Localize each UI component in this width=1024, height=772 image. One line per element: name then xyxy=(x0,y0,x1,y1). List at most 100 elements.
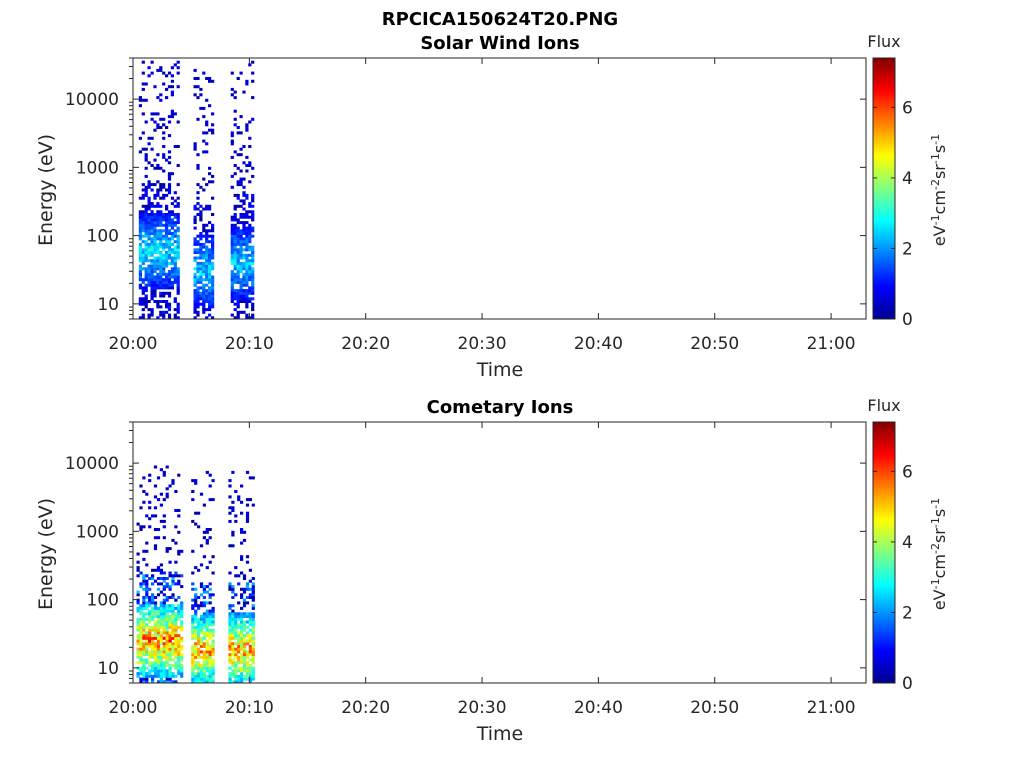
heatmap-cell xyxy=(142,623,146,627)
heatmap-cell xyxy=(208,636,212,640)
heatmap-cell xyxy=(151,582,155,586)
heatmap-cell xyxy=(239,261,243,265)
heatmap-cell xyxy=(165,226,169,230)
heatmap-cell xyxy=(138,300,142,303)
heatmap-cell xyxy=(196,183,200,187)
heatmap-cell xyxy=(202,623,206,627)
heatmap-cell xyxy=(211,123,215,127)
heatmap-cell xyxy=(211,278,215,282)
heatmap-cell xyxy=(230,232,234,235)
heatmap-cell xyxy=(162,628,166,632)
heatmap-cell xyxy=(237,677,241,681)
heatmap-cell xyxy=(228,647,232,651)
heatmap-cell xyxy=(202,234,206,238)
heatmap-cell xyxy=(176,145,180,148)
heatmap-cell xyxy=(242,267,246,271)
heatmap-cell xyxy=(231,623,235,627)
heatmap-cell xyxy=(194,625,198,629)
heatmap-cell xyxy=(150,112,154,116)
heatmap-cell xyxy=(202,291,206,295)
heatmap-cell xyxy=(165,278,169,282)
heatmap-cell xyxy=(230,139,234,143)
heatmap-cell xyxy=(236,77,240,80)
heatmap-cell xyxy=(191,680,195,684)
heatmap-cell xyxy=(228,620,232,624)
heatmap-cell xyxy=(208,251,212,254)
heatmap-cell xyxy=(230,289,234,293)
heatmap-cell xyxy=(245,642,250,646)
heatmap-cell xyxy=(145,579,149,583)
heatmap-cell xyxy=(230,283,234,287)
heatmap-cell xyxy=(197,674,201,678)
heatmap-cell xyxy=(165,259,169,263)
heatmap-cell xyxy=(251,193,255,197)
heatmap-cell xyxy=(168,625,172,629)
x-tick-label: 20:20 xyxy=(341,698,390,718)
heatmap-cell xyxy=(173,256,177,260)
heatmap-cell xyxy=(211,264,215,268)
heatmap-cell xyxy=(205,308,209,312)
heatmap-cell xyxy=(165,628,169,632)
heatmap-cell xyxy=(194,604,198,608)
heatmap-cell xyxy=(208,300,212,303)
heatmap-cell xyxy=(230,256,234,260)
heatmap-cell xyxy=(239,294,243,298)
heatmap-cell xyxy=(145,653,149,657)
heatmap-cell xyxy=(208,620,212,624)
heatmap-cell xyxy=(147,270,151,274)
heatmap-cell xyxy=(234,672,238,676)
heatmap-cell xyxy=(153,251,157,254)
heatmap-cell xyxy=(240,631,244,635)
heatmap-cell xyxy=(237,625,241,629)
heatmap-cell xyxy=(193,226,197,230)
heatmap-cell xyxy=(148,644,152,648)
heatmap-cell xyxy=(228,634,232,638)
heatmap-cell xyxy=(245,634,250,638)
heatmap-cell xyxy=(138,259,142,263)
heatmap-cell xyxy=(194,481,198,485)
heatmap-cell xyxy=(162,242,166,246)
heatmap-cell xyxy=(145,604,149,608)
heatmap-cell xyxy=(151,661,155,665)
heatmap-cell xyxy=(196,117,200,121)
heatmap-cell xyxy=(208,536,212,540)
heatmap-cell xyxy=(211,677,215,681)
heatmap-cell xyxy=(245,264,249,268)
heatmap-cell xyxy=(191,625,195,629)
heatmap-cell xyxy=(176,291,180,295)
heatmap-cell xyxy=(233,278,237,282)
heatmap-cell xyxy=(211,634,215,638)
heatmap-cell xyxy=(248,270,252,274)
heatmap-cell xyxy=(251,647,255,651)
heatmap-cell xyxy=(156,202,160,206)
heatmap-cell xyxy=(156,112,160,116)
heatmap-cell xyxy=(180,612,184,616)
heatmap-cell xyxy=(145,680,149,684)
heatmap-cell xyxy=(142,617,146,621)
heatmap-cell xyxy=(165,606,169,610)
heatmap-cell xyxy=(159,272,163,276)
heatmap-cell xyxy=(173,297,177,301)
heatmap-cell xyxy=(251,476,255,480)
heatmap-cell xyxy=(176,272,180,276)
heatmap-cell xyxy=(141,248,145,252)
heatmap-cell xyxy=(139,639,143,643)
heatmap-cell xyxy=(193,259,197,263)
heatmap-cell xyxy=(159,237,163,241)
heatmap-cell xyxy=(231,661,235,665)
heatmap-cell xyxy=(156,191,160,195)
heatmap-cell xyxy=(240,484,244,488)
heatmap-cell xyxy=(141,251,145,254)
heatmap-cell xyxy=(208,77,212,80)
heatmap-cell xyxy=(162,272,166,276)
heatmap-cell xyxy=(167,308,172,312)
heatmap-cell xyxy=(173,215,177,219)
heatmap-cell xyxy=(147,229,151,233)
x-tick-label: 20:50 xyxy=(690,334,739,354)
heatmap-cell xyxy=(150,259,154,263)
heatmap-cell xyxy=(240,639,244,643)
heatmap-cell xyxy=(150,248,154,252)
heatmap-cell xyxy=(248,634,252,638)
heatmap-cell xyxy=(150,204,154,208)
heatmap-cell xyxy=(148,628,152,632)
